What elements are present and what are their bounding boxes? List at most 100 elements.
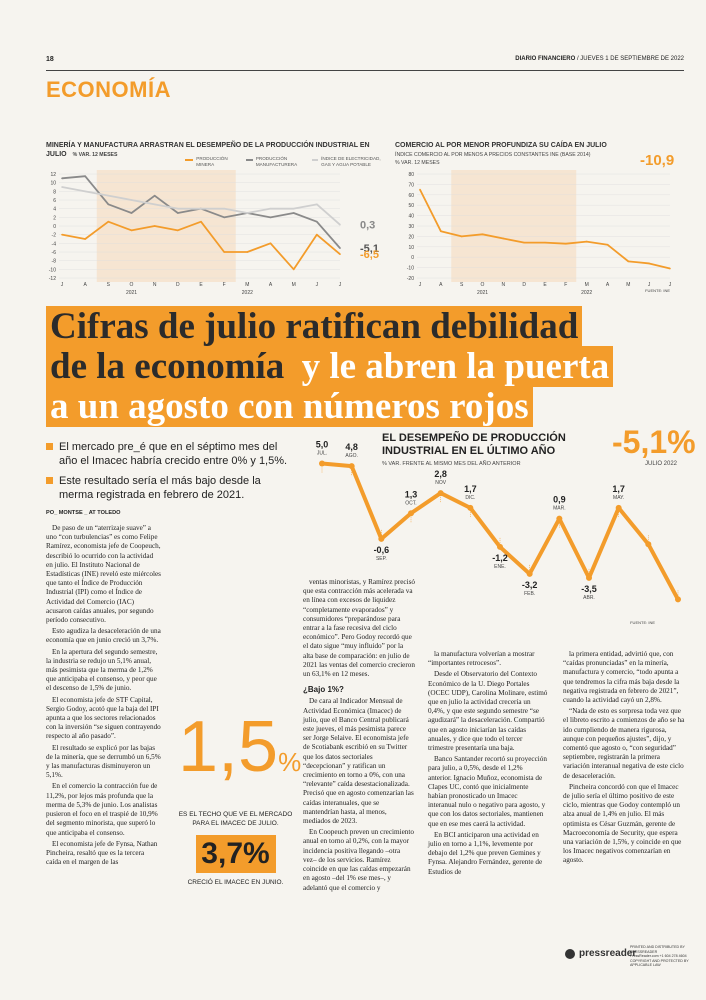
data-label: -1,2 [492, 553, 508, 563]
x-tick-label: F [564, 282, 567, 288]
big-chart-value-label: JULIO 2022 [645, 461, 678, 467]
paragraph: “Nada de esto es sorpresa toda vez que e… [563, 707, 685, 780]
data-label: 1,7 [464, 484, 477, 494]
data-point [292, 207, 295, 210]
data-point [84, 190, 86, 193]
data-point [675, 596, 681, 603]
big-chart-subtitle: % VAR. FRENTE AL MISMO MES DEL AÑO ANTER… [382, 461, 521, 467]
year-label: 2022 [242, 290, 253, 296]
article-column-3: la manufactura volverían a mostrar “impo… [428, 650, 548, 879]
legend-label-mining: PRODUCCIÓN MINERA [196, 156, 228, 167]
x-tick-label: J [669, 282, 672, 288]
chart2-end-value: -10,9 [640, 152, 675, 169]
paragraph: Banco Santander recortó su proyección pa… [428, 755, 547, 828]
data-point [177, 229, 179, 232]
data-point [544, 241, 546, 244]
byline: PO_ MONTSE _ AT TOLEDO [46, 510, 121, 516]
paragraph: Esto agudiza la desaceleración de una ec… [46, 627, 161, 645]
data-point [269, 207, 272, 210]
data-point [467, 504, 474, 511]
subheading: ¿Bajo 1%? [303, 685, 344, 695]
data-point [107, 220, 110, 223]
chart1-title-text: MINERÍA Y MANUFACTURA ARRASTRAN EL DESEM… [46, 142, 370, 158]
y-tick-label: 10 [50, 181, 56, 187]
y-tick-label: -4 [52, 241, 57, 247]
chart2-subtitle2: % VAR. 12 MESES [395, 160, 440, 166]
x-tick-label: E [543, 282, 547, 288]
data-point [339, 247, 341, 249]
x-tick-label: D [522, 282, 526, 288]
headline-line2b: y le abren la puerta [288, 346, 614, 387]
y-tick-label: 12 [50, 172, 56, 178]
bullet-1: El mercado pre_é que en el séptimo mes d… [46, 440, 296, 468]
x-tick-label: A [439, 282, 443, 288]
data-label: -3,5 [581, 584, 597, 594]
data-label: 5,0 [316, 439, 329, 449]
y-tick-label: -12 [49, 276, 56, 282]
data-label: 1,3 [405, 489, 418, 499]
data-label: 2,8 [434, 469, 447, 479]
callout-1-pct: % [278, 747, 302, 777]
data-point [565, 242, 567, 245]
chart1-title: MINERÍA Y MANUFACTURA ARRASTRAN EL DESEM… [46, 141, 376, 160]
data-point [84, 175, 86, 177]
data-label: -0,6 [374, 545, 390, 555]
big-chart-source: FUENTE: INE [630, 620, 655, 625]
y-tick-label: -8 [52, 259, 57, 265]
data-point [502, 237, 505, 240]
y-tick-label: 4 [53, 207, 56, 213]
data-point [316, 233, 318, 236]
data-point [523, 241, 525, 244]
data-point [61, 177, 63, 180]
year-label: 2022 [581, 290, 592, 296]
big-chart-title: EL DESEMPEÑO DE PRODUCCIÓN INDUSTRIAL EN… [382, 432, 566, 457]
data-point [246, 251, 249, 253]
paragraph: En el comercio la contracción fue de 11,… [46, 782, 158, 837]
paragraph: El economista jefe de STF Capital, Sergi… [46, 695, 161, 741]
data-point [292, 268, 295, 271]
paragraph: Desde el Observatorio del Contexto Econó… [428, 670, 548, 753]
y-tick-label: 50 [408, 203, 414, 209]
data-point [130, 212, 133, 214]
data-point [61, 233, 63, 236]
year-label: 2021 [126, 290, 137, 296]
y-tick-label: 0 [411, 255, 414, 261]
data-point [440, 230, 442, 232]
data-point [348, 463, 355, 470]
data-point [153, 203, 156, 206]
data-point [627, 260, 630, 263]
data-point [556, 515, 563, 522]
month-label: DIC. [465, 495, 475, 501]
series-end-label: -5,1 [360, 243, 379, 255]
y-tick-label: 20 [408, 234, 414, 240]
data-point [200, 207, 202, 210]
header-rule [46, 70, 684, 71]
x-tick-label: A [269, 282, 273, 288]
data-point [153, 225, 156, 227]
y-tick-label: 0 [53, 224, 56, 230]
legend-item-manufacturing: PRODUCCIÓN MANUFACTURERA [246, 156, 304, 167]
month-label: OCT. [405, 500, 416, 506]
data-point [107, 203, 110, 206]
month-label: AGO. [345, 453, 358, 459]
legend-item-mining: PRODUCCIÓN MINERA [185, 156, 238, 167]
month-label: JUL. [317, 450, 327, 456]
x-tick-label: A [83, 282, 87, 288]
y-tick-label: -20 [407, 276, 414, 282]
x-tick-label: F [223, 282, 226, 288]
callout-1: 1,5% ES EL TECHO QUE VE EL MERCADO PARA … [178, 711, 301, 828]
y-tick-label: 40 [408, 214, 414, 220]
y-tick-label: -10 [407, 266, 414, 272]
pressreader-notice: PRINTED AND DISTRIBUTED BY PRESSREADER P… [630, 945, 690, 968]
pressreader-icon [565, 948, 575, 959]
notice-line: COPYRIGHT AND PROTECTED BY APPLICABLE LA… [630, 958, 689, 968]
month-label: MAY. [613, 495, 624, 501]
big-chart-svg: 5,0JUL.4,8AGO.-0,6SEP.1,3OCT.2,8NOV1,7DI… [316, 439, 681, 625]
issue-date: / JUEVES 1 DE SEPTIEMBRE DE 2022 [575, 56, 684, 62]
data-point [585, 240, 588, 243]
y-tick-label: 60 [408, 193, 414, 199]
notice-line: PRINTED AND DISTRIBUTED BY PRESSREADER [630, 945, 685, 954]
data-point [316, 203, 318, 206]
data-point [223, 251, 225, 253]
